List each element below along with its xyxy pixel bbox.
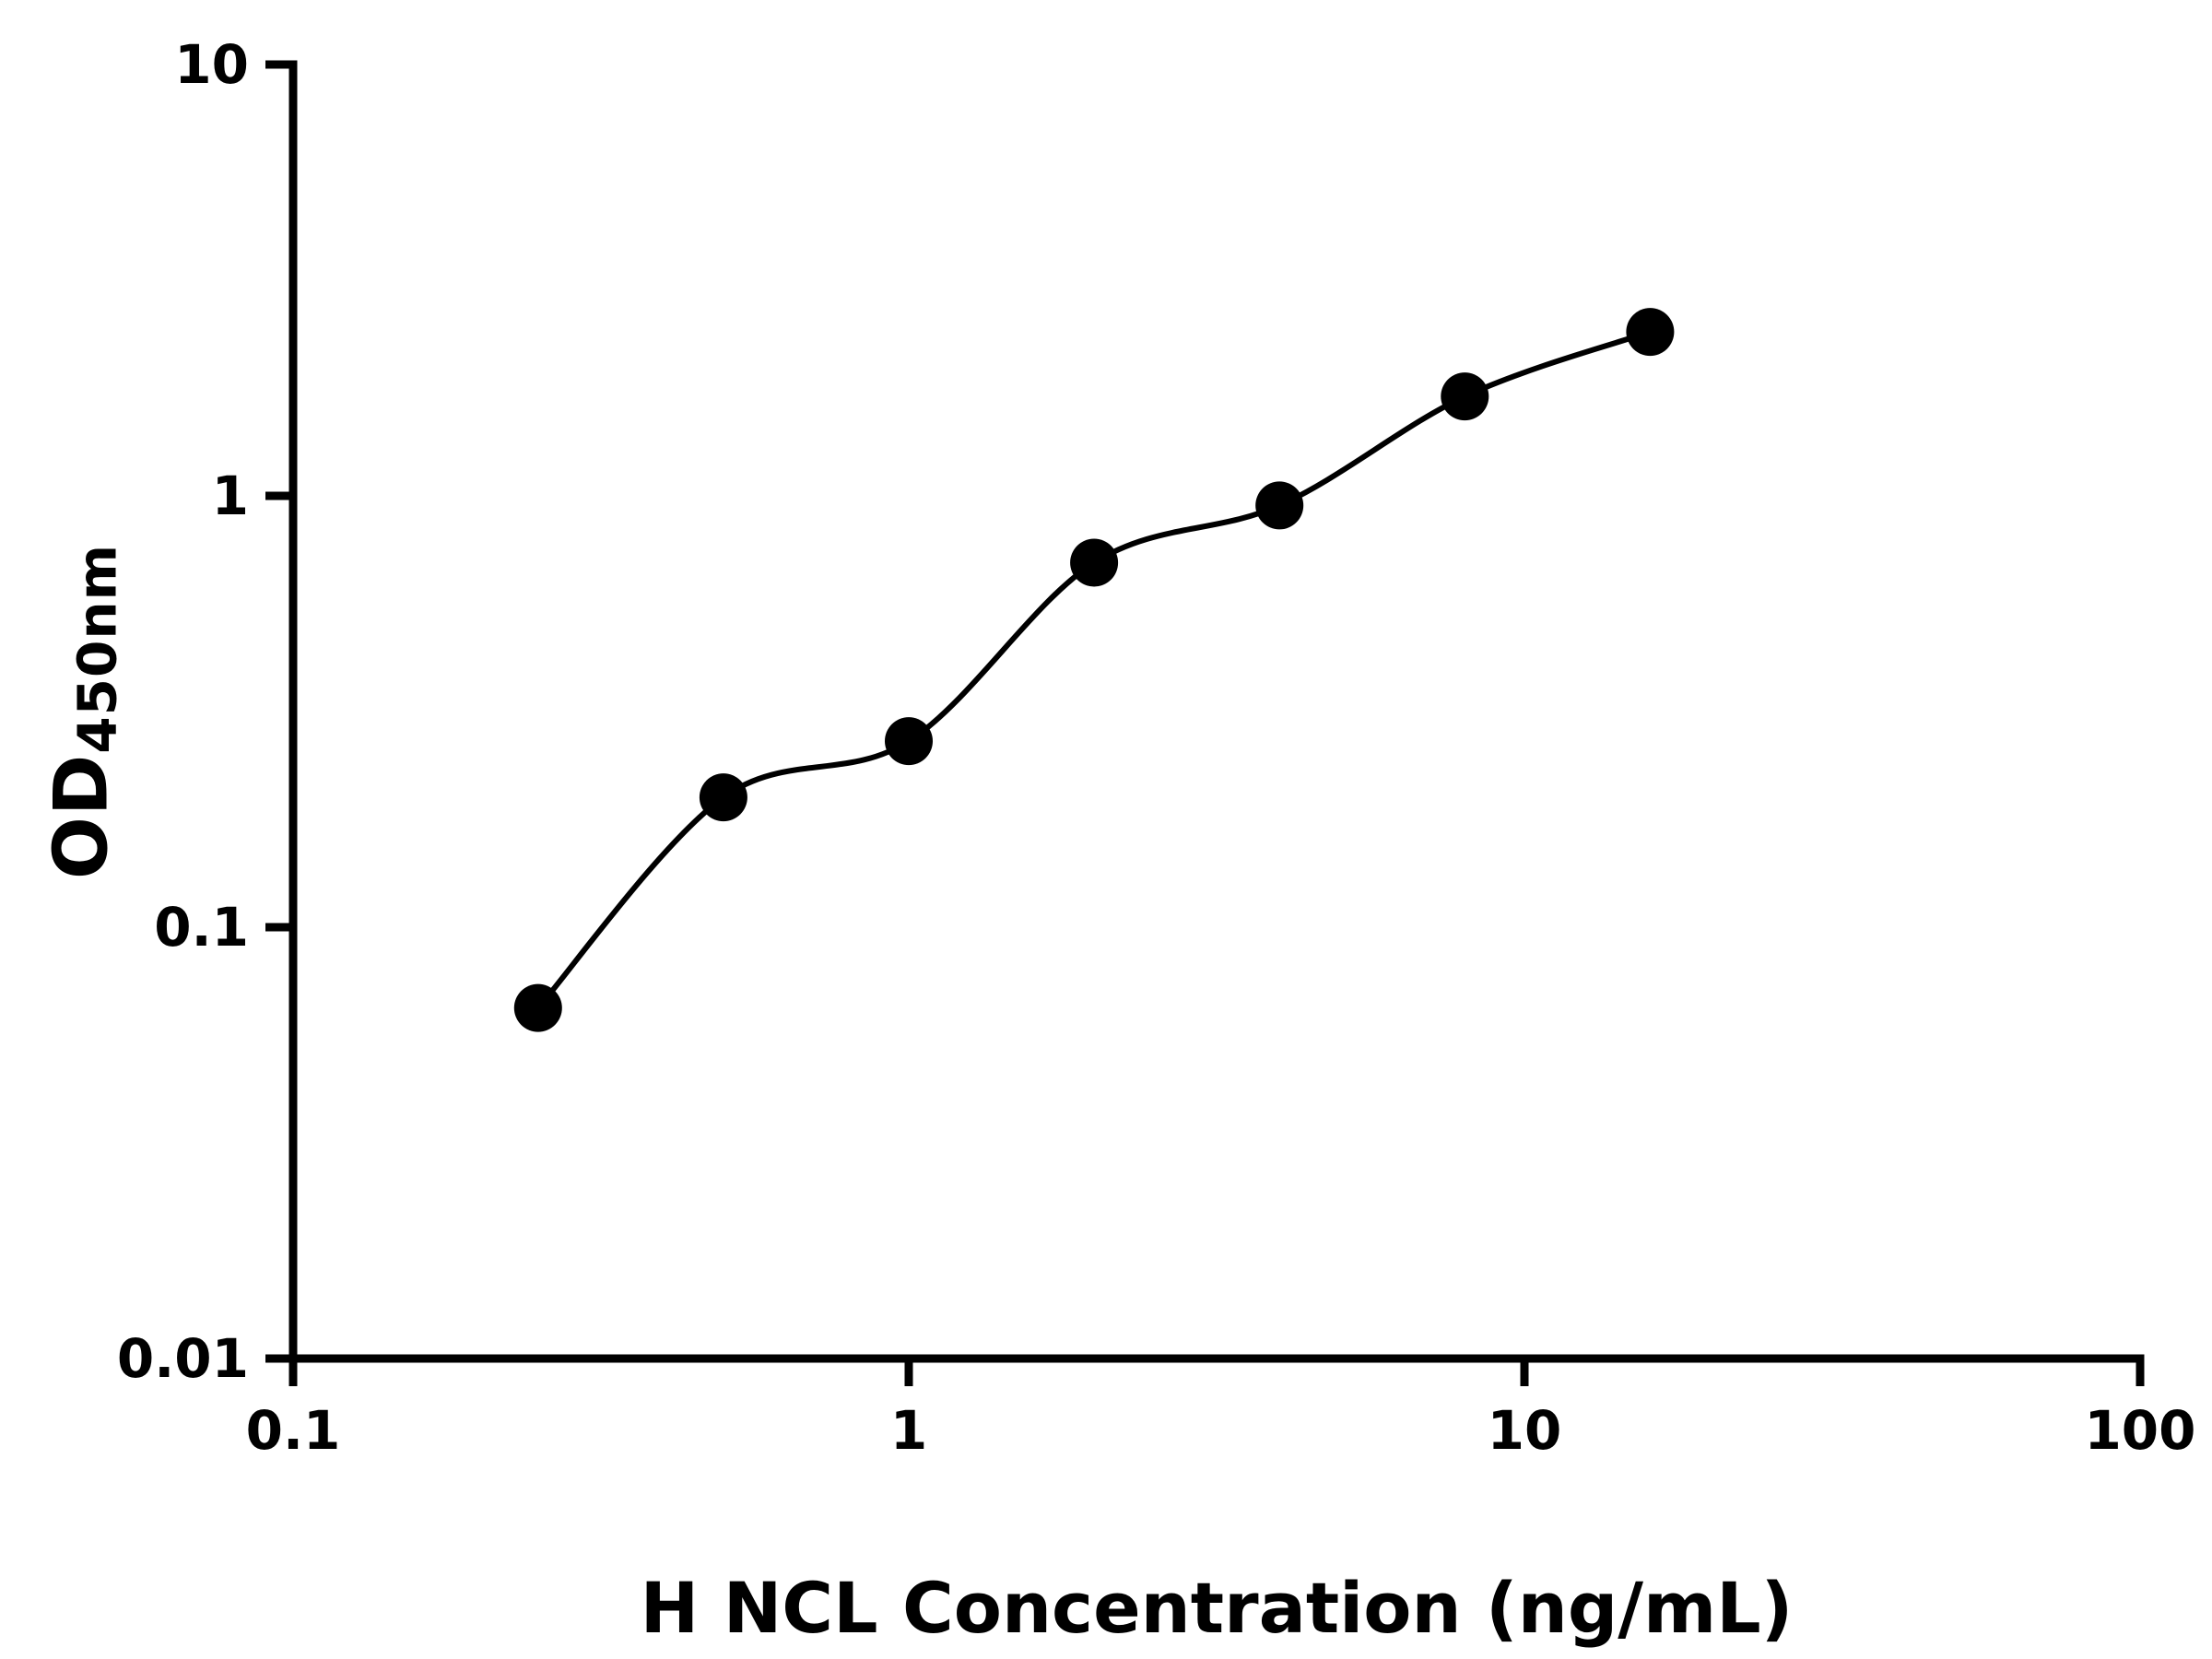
data-point: [513, 983, 562, 1032]
y-tick-label: 1: [212, 465, 249, 527]
axes: [288, 60, 2145, 1363]
y-tick-label: 0.01: [117, 1327, 249, 1390]
x-tick-label: 1: [890, 1399, 927, 1462]
data-point: [699, 773, 747, 822]
x-axis-label: H NCL Concentration (ng/mL): [640, 1567, 1794, 1649]
y-tick-label: 10: [174, 33, 249, 96]
data-point: [1070, 538, 1119, 587]
y-tick-label: 0.1: [154, 896, 249, 959]
data-point: [885, 717, 933, 766]
y-axis-label-main: OD: [38, 753, 124, 880]
y-axis-label-sub: 450nm: [65, 543, 129, 754]
data-point: [1255, 481, 1304, 530]
x-tick-label: 100: [2084, 1399, 2195, 1462]
x-tick-label: 0.1: [246, 1399, 341, 1462]
x-tick-label: 10: [1488, 1399, 1562, 1462]
data-point: [1626, 308, 1675, 357]
y-axis-label: OD450nm: [38, 544, 129, 880]
data-point: [1441, 372, 1489, 421]
fit-curve: [535, 329, 1652, 1010]
